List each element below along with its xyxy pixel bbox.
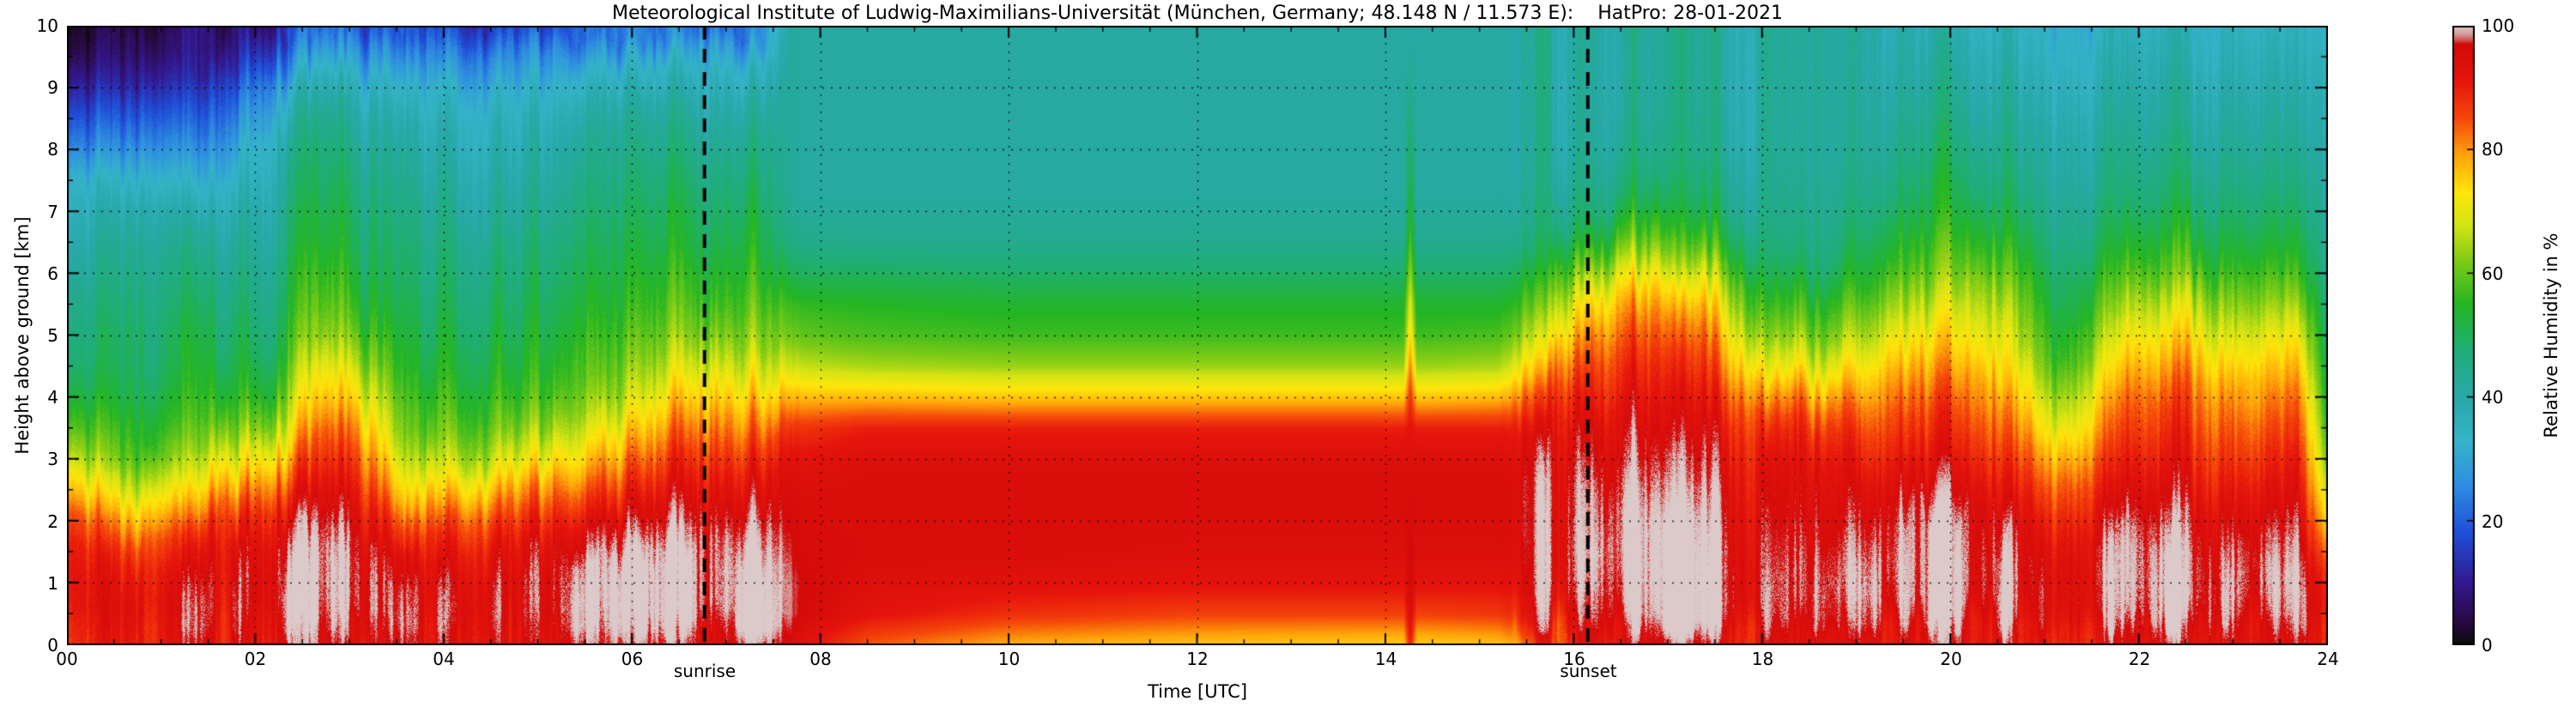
y-tick-label: 4 (47, 387, 58, 408)
y-tick-label: 9 (47, 77, 58, 99)
chart-title: Meteorological Institute of Ludwig-Maxim… (611, 3, 1784, 24)
colorbar-tick-label: 40 (2482, 387, 2504, 408)
colorbar-tick-label: 80 (2482, 139, 2504, 160)
y-tick-label: 10 (36, 15, 58, 36)
x-tick-label: 20 (1940, 649, 1962, 669)
x-tick-label: 16 (1563, 649, 1585, 669)
y-tick-label: 8 (47, 139, 58, 160)
y-tick-label: 1 (47, 572, 58, 594)
x-axis-label: Time [UTC] (1147, 681, 1248, 702)
colorbar-tick-label: 60 (2482, 263, 2504, 284)
x-tick-label: 04 (433, 649, 455, 669)
x-tick-label: 02 (244, 649, 267, 669)
x-tick-label: 22 (2128, 649, 2151, 669)
y-tick-label: 7 (47, 201, 58, 222)
sunset-annotation: sunset (1560, 661, 1617, 681)
x-tick-label: 18 (1751, 649, 1774, 669)
x-tick-label: 00 (56, 649, 78, 669)
y-tick-label: 0 (47, 635, 58, 656)
x-tick-label: 14 (1374, 649, 1397, 669)
x-tick-label: 06 (621, 649, 644, 669)
y-tick-label: 6 (47, 263, 58, 284)
humidity-heatmap (67, 26, 2328, 645)
colorbar-tick-label: 0 (2482, 635, 2493, 656)
x-tick-label: 08 (809, 649, 832, 669)
x-tick-label: 24 (2317, 649, 2339, 669)
y-tick-label: 2 (47, 511, 58, 532)
colorbar-tick-label: 20 (2482, 511, 2504, 532)
colorbar-tick-label: 100 (2482, 15, 2515, 36)
sunrise-annotation: sunrise (673, 661, 736, 681)
x-tick-label: 10 (997, 649, 1021, 669)
y-tick-label: 5 (47, 325, 58, 346)
colorbar (2452, 26, 2475, 645)
colorbar-label: Relative Humidity in % (2541, 233, 2561, 438)
y-tick-label: 3 (47, 449, 58, 470)
x-tick-label: 12 (1186, 649, 1209, 669)
